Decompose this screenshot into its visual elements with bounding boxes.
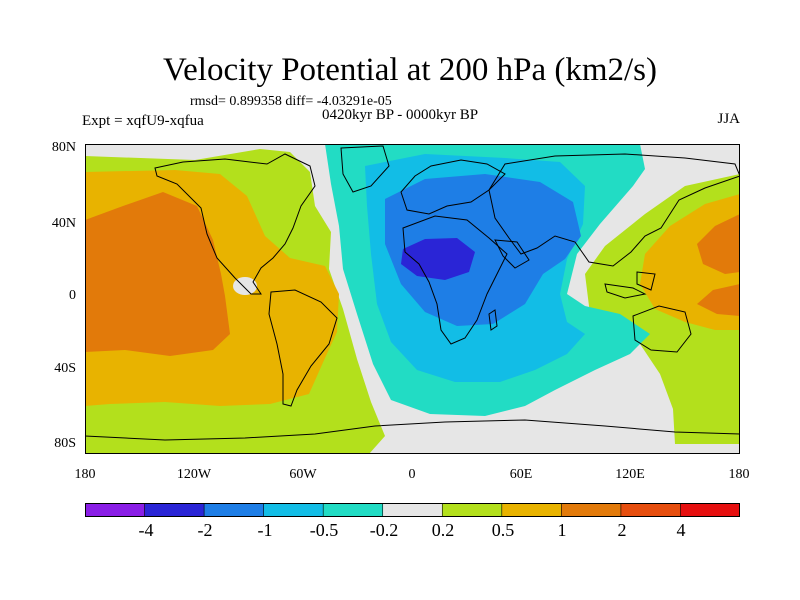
colorbar-tick-label: 2 [617,520,627,540]
negative-contour [401,238,475,280]
colorbar-cell [85,503,146,517]
colorbar-tick-label: -0.2 [369,520,399,540]
x-tick-label: 120E [615,467,645,482]
stats-label: rmsd= 0.899358 diff= -4.03291e-05 [190,94,392,109]
colorbar-cell [144,503,205,517]
colorbar-tick-label: -0.5 [309,520,339,540]
velocity-potential-map [85,144,740,454]
colorbar-cell [680,503,740,517]
colorbar-tick-label: 1 [557,520,567,540]
colorbar [85,503,740,517]
y-tick-label: 40S [54,361,76,376]
y-tick-label: 40N [51,216,76,231]
colorbar-tick-label: 0.5 [491,520,515,540]
y-tick-label: 0 [69,288,76,303]
experiment-label: Expt = xqfU9-xqfua [82,113,204,129]
colorbar-cell [322,503,384,517]
x-tick-label: 60W [289,467,317,482]
x-tick-label: 60E [509,467,533,482]
positive-contour-east [697,214,740,274]
colorbar-cell [441,503,503,517]
colorbar-cell [620,503,682,517]
coastlines [85,145,740,441]
x-tick-label: 120W [176,467,212,482]
x-tick-label: 0 [408,467,416,482]
colorbar-cell [203,503,265,517]
map-frame [85,144,740,454]
colorbar-cell [561,503,622,517]
colorbar-tick-label: -1 [257,520,273,540]
colorbar-cell [382,503,444,517]
positive-contour-east [697,284,740,316]
chart-title: Velocity Potential at 200 hPa (km2/s) [162,52,658,88]
colorbar-tick-label: -2 [197,520,213,540]
colorbar-tick-label: -4 [138,520,154,540]
colorbar-tick-label: 4 [676,520,686,540]
y-tick-label: 80N [51,140,76,155]
colorbar-cell [263,503,324,517]
positive-contour-west [85,192,230,356]
colorbar-cell [501,503,563,517]
x-tick-label: 180 [728,467,750,482]
x-tick-label: 180 [74,467,96,482]
season-label: JJA [717,111,740,127]
period-label: 0420kyr BP - 0000kyr BP [322,107,479,123]
colorbar-tick-label: 0.2 [431,520,455,540]
y-tick-label: 80S [54,436,76,451]
